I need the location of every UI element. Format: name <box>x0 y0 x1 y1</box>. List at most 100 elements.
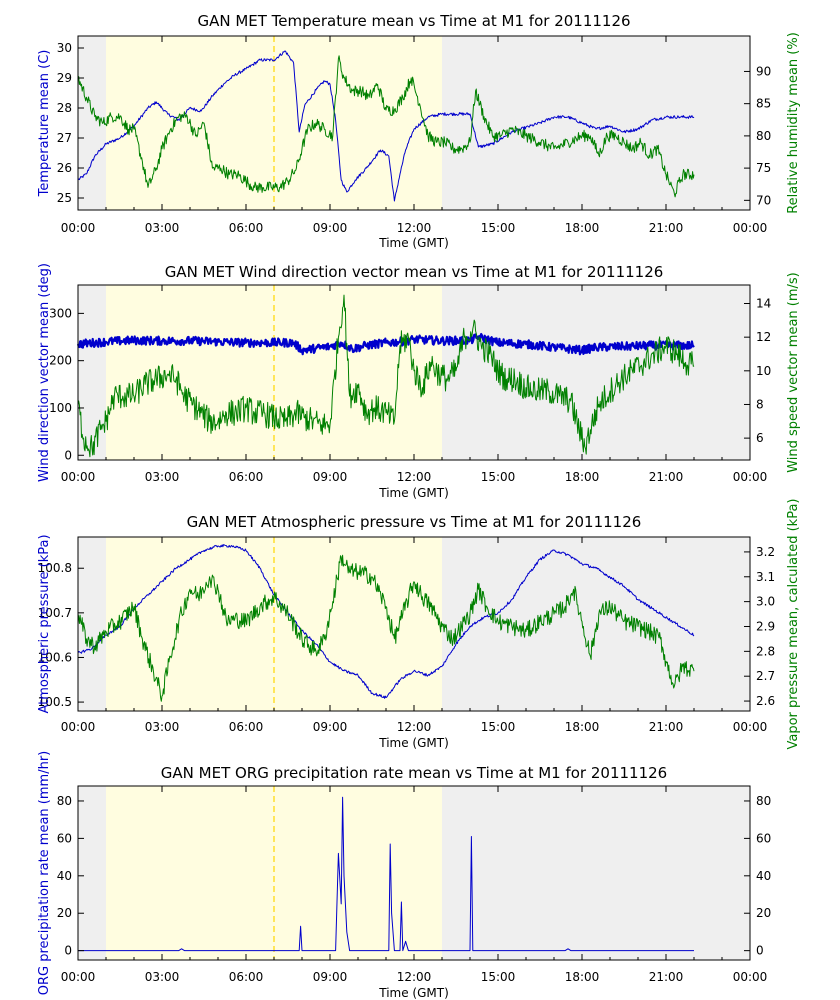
x-tick-label: 06:00 <box>229 970 264 984</box>
y-tick-label: 80 <box>57 794 72 808</box>
y-tick-label: 100.8 <box>38 561 72 575</box>
x-tick-label: 00:00 <box>61 720 96 734</box>
y-tick-label: 30 <box>57 41 72 55</box>
y-tick-label: 40 <box>57 869 72 883</box>
y2-tick-label: 60 <box>756 831 771 845</box>
x-tick-label: 03:00 <box>145 720 180 734</box>
chart-title: GAN MET Wind direction vector mean vs Ti… <box>165 263 664 281</box>
x-tick-label: 12:00 <box>397 970 432 984</box>
x-tick-label: 15:00 <box>481 221 516 235</box>
x-tick-label: 00:00 <box>733 720 768 734</box>
chart-title: GAN MET Temperature mean vs Time at M1 f… <box>197 12 630 30</box>
chart-panel-4: 00:00 03:00 06:00 09:00 12:00 15:00 18:00 21:00… <box>37 751 771 1000</box>
x-axis-label: Time (GMT) <box>378 986 449 1000</box>
x-tick-label: 15:00 <box>481 720 516 734</box>
series-line-1 <box>76 332 695 356</box>
x-tick-label: 15:00 <box>481 470 516 484</box>
y-tick-label: 20 <box>57 906 72 920</box>
y2-tick-label: 2.9 <box>756 619 775 633</box>
x-tick-label: 21:00 <box>649 720 684 734</box>
y-tick-label: 26 <box>57 161 72 175</box>
x-tick-label: 00:00 <box>733 970 768 984</box>
x-tick-label: 06:00 <box>229 221 264 235</box>
x-tick-label: 12:00 <box>397 720 432 734</box>
y-tick-label: 0 <box>64 944 72 958</box>
x-tick-label: 00:00 <box>61 970 96 984</box>
x-axis-label: Time (GMT) <box>378 736 449 750</box>
x-tick-label: 21:00 <box>649 970 684 984</box>
y2-tick-label: 80 <box>756 129 771 143</box>
y2-tick-label: 12 <box>756 330 771 344</box>
x-tick-label: 03:00 <box>145 470 180 484</box>
x-tick-label: 06:00 <box>229 470 264 484</box>
y2-tick-label: 3.0 <box>756 595 775 609</box>
y2-tick-label: 2.8 <box>756 644 775 658</box>
y2-tick-label: 3.2 <box>756 545 775 559</box>
y2-tick-label: 10 <box>756 364 771 378</box>
y-tick-label: 29 <box>57 71 72 85</box>
x-tick-label: 18:00 <box>565 970 600 984</box>
x-tick-label: 09:00 <box>313 720 348 734</box>
y2-tick-label: 0 <box>756 944 764 958</box>
x-tick-label: 09:00 <box>313 970 348 984</box>
y2-axis-label: Vapor pressure mean, calculated (kPa) <box>786 498 801 749</box>
y-tick-label: 0 <box>64 448 72 462</box>
daylight-shading <box>106 786 442 960</box>
y2-tick-label: 85 <box>756 97 771 111</box>
y2-tick-label: 90 <box>756 64 771 78</box>
y-tick-label: 200 <box>49 354 72 368</box>
y-tick-label: 100 <box>49 401 72 415</box>
y-axis-label: Temperature mean (C) <box>37 50 52 198</box>
y2-tick-label: 20 <box>756 906 771 920</box>
y2-tick-label: 8 <box>756 397 764 411</box>
x-tick-label: 12:00 <box>397 221 432 235</box>
chart-panel-3: 00:00 03:00 06:00 09:00 12:00 15:00 18:00 21:00… <box>37 498 801 750</box>
y2-tick-label: 80 <box>756 794 771 808</box>
y2-tick-label: 3.1 <box>756 570 775 584</box>
y-tick-label: 100.5 <box>38 695 72 709</box>
x-tick-label: 00:00 <box>61 221 96 235</box>
series-line-2 <box>77 294 695 458</box>
x-tick-label: 15:00 <box>481 970 516 984</box>
y2-tick-label: 2.7 <box>756 669 775 683</box>
x-tick-label: 18:00 <box>565 470 600 484</box>
y2-tick-label: 6 <box>756 431 764 445</box>
y-tick-label: 60 <box>57 831 72 845</box>
y2-tick-label: 75 <box>756 161 771 175</box>
series-line-2 <box>77 55 695 198</box>
y-axis-label: ORG precipitation rate mean (mm/hr) <box>37 751 52 995</box>
x-tick-label: 03:00 <box>145 221 180 235</box>
series-line-2 <box>77 554 695 702</box>
chart-panel-2: 00:00 03:00 06:00 09:00 12:00 15:00 18:00 21:00… <box>37 263 801 500</box>
y-tick-label: 100.6 <box>38 650 72 664</box>
x-tick-label: 00:00 <box>733 221 768 235</box>
y2-tick-label: 40 <box>756 869 771 883</box>
x-tick-label: 18:00 <box>565 221 600 235</box>
x-tick-label: 21:00 <box>649 470 684 484</box>
y-axis-label: Wind direction vector mean (deg) <box>37 263 52 482</box>
chart-title: GAN MET ORG precipitation rate mean vs T… <box>161 764 667 782</box>
x-tick-label: 09:00 <box>313 221 348 235</box>
chart-title: GAN MET Atmospheric pressure vs Time at … <box>187 513 642 531</box>
x-tick-label: 18:00 <box>565 720 600 734</box>
x-tick-label: 00:00 <box>61 470 96 484</box>
y2-tick-label: 70 <box>756 193 771 207</box>
daylight-shading <box>106 36 442 210</box>
series-line-1 <box>78 796 694 952</box>
y2-tick-label: 14 <box>756 297 771 311</box>
y-tick-label: 28 <box>57 101 72 115</box>
series-line-1 <box>77 544 695 699</box>
x-tick-label: 03:00 <box>145 970 180 984</box>
x-axis-label: Time (GMT) <box>378 486 449 500</box>
x-tick-label: 00:00 <box>733 470 768 484</box>
y-tick-label: 300 <box>49 306 72 320</box>
y-tick-label: 25 <box>57 191 72 205</box>
y-tick-label: 27 <box>57 131 72 145</box>
x-tick-label: 09:00 <box>313 470 348 484</box>
x-tick-label: 12:00 <box>397 470 432 484</box>
x-axis-label: Time (GMT) <box>378 236 449 250</box>
chart-panel-1: 00:00 03:00 06:00 09:00 12:00 15:00 18:00 21:00… <box>37 12 801 250</box>
x-tick-label: 21:00 <box>649 221 684 235</box>
y2-axis-label: Relative humidity mean (%) <box>786 32 801 214</box>
